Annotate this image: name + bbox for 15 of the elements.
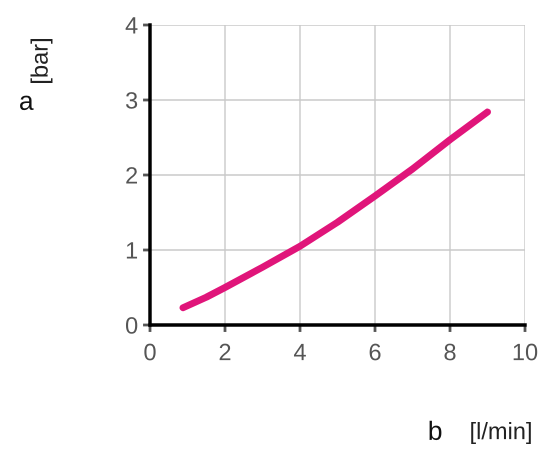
x-tick-label: 2 [220, 344, 230, 360]
x-tick-label: 4 [294, 344, 306, 360]
x-tick-label: 10 [514, 344, 538, 360]
x-tick-label: 8 [444, 344, 456, 360]
x-tick-label: 6 [370, 344, 381, 360]
x-tick-label: 0 [144, 344, 156, 360]
y-axis-title: [bar] [30, 39, 52, 83]
y-tick-label: 2 [126, 167, 138, 184]
x-axis-title: [l/min] [471, 422, 531, 444]
text: b [430, 420, 442, 440]
y-tick-label: 0 [126, 317, 138, 334]
y-tick-label: 4 [126, 17, 138, 34]
y-tick-label: 1 [126, 242, 138, 259]
y-tick-label: 3 [126, 92, 138, 109]
text: a [20, 96, 34, 110]
